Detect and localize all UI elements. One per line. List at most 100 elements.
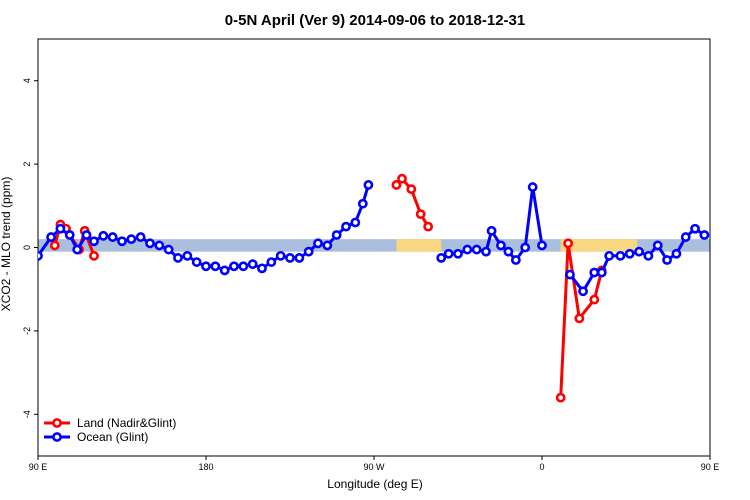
y-tick-label: 2	[22, 162, 32, 167]
ocean-data-point	[266, 257, 277, 267]
ocean-data-point	[331, 230, 342, 240]
ocean-data-point	[322, 240, 333, 251]
x-tick-label: 0	[539, 462, 544, 472]
highlight-band	[560, 239, 638, 252]
ocean-data-point	[163, 244, 174, 255]
ocean-data-point	[643, 250, 654, 261]
ocean-data-point	[589, 267, 600, 278]
ocean-data-point	[201, 261, 211, 272]
y-tick-label: 4	[22, 78, 32, 83]
ocean-data-point	[443, 248, 454, 259]
ocean-data-point	[55, 223, 66, 234]
ocean-data-point	[350, 217, 361, 228]
land-data-point	[729, 246, 736, 253]
ocean-data-point	[671, 248, 682, 259]
ocean-data-point	[436, 253, 447, 263]
x-axis-label: Longitude (deg E)	[327, 477, 422, 491]
ocean-data-point	[357, 198, 368, 209]
ocean-data-point	[154, 240, 165, 251]
land-data-point	[391, 180, 402, 190]
ocean-data-point	[537, 240, 547, 251]
ocean-data-point	[229, 261, 239, 272]
ocean-data-point	[285, 253, 295, 263]
land-data-point	[734, 221, 741, 228]
ocean-data-point	[496, 240, 506, 251]
y-tick-label: -2	[22, 327, 32, 335]
chart-title: 0-5N April (Ver 9) 2014-09-06 to 2018-12…	[225, 12, 525, 29]
plot-area: 90 E 180 90 W 0 90 E -4 -2 0 2 4 Land (Nadir&Glint…	[22, 38, 750, 472]
ocean-data-point	[486, 225, 497, 236]
ocean-data-point	[219, 265, 230, 276]
land-data-point	[589, 294, 600, 305]
ocean-data-point	[578, 286, 588, 297]
ocean-data-point	[191, 257, 202, 267]
ocean-data-point	[604, 250, 615, 261]
ocean-data-point	[527, 182, 538, 192]
ocean-data-point	[107, 232, 118, 242]
highlight-band	[396, 239, 442, 252]
ocean-data-point	[98, 230, 109, 241]
land-data-point	[563, 238, 574, 249]
ocean-data-point	[662, 255, 672, 265]
ocean-data-point	[690, 223, 700, 234]
x-tick-label: 90 W	[363, 462, 385, 472]
land-series-line	[732, 225, 750, 256]
ocean-data-point	[238, 261, 249, 272]
ocean-data-point	[503, 246, 514, 257]
land-data-point	[574, 313, 585, 324]
ocean-data-point	[471, 244, 482, 255]
ocean-data-point	[46, 232, 56, 242]
highlight-band	[731, 239, 748, 252]
ocean-data-point	[453, 248, 463, 259]
ocean-data-point	[117, 236, 127, 247]
ocean-data-point	[257, 263, 267, 274]
ocean-data-point	[462, 244, 473, 255]
land-data-point	[555, 392, 566, 403]
legend-ocean-label: Ocean (Glint)	[77, 430, 148, 444]
ocean-data-point	[38, 250, 43, 261]
y-tick-label: 0	[22, 245, 32, 250]
ocean-data-point	[126, 234, 137, 245]
ocean-data-point	[565, 269, 575, 280]
land-data-point	[415, 209, 426, 220]
ocean-data-point	[341, 221, 351, 232]
land-data-point	[406, 184, 417, 195]
ocean-data-point	[64, 230, 75, 240]
ocean-data-point	[89, 236, 99, 247]
ocean-data-point	[481, 246, 491, 257]
ocean-data-point	[520, 242, 531, 253]
ocean-data-point	[680, 232, 691, 242]
x-tick-label: 180	[198, 462, 213, 472]
x-tick-label: 90 E	[29, 462, 48, 472]
ocean-data-point	[363, 180, 374, 190]
legend-ocean-marker	[52, 432, 62, 442]
ocean-data-point	[173, 253, 183, 263]
ocean-data-point	[72, 244, 83, 255]
land-data-point	[397, 173, 407, 184]
ocean-data-point	[615, 250, 626, 261]
land-data-point	[89, 250, 99, 261]
ocean-data-point	[81, 230, 92, 240]
ocean-data-point	[145, 238, 155, 249]
ocean-data-point	[294, 253, 305, 263]
ocean-data-point	[247, 259, 258, 270]
legend-land-label: Land (Nadir&Glint)	[77, 416, 176, 430]
y-axis-label: XCO2 - MLO trend (ppm)	[0, 177, 13, 312]
ocean-data-point	[596, 267, 607, 278]
x-tick-label: 90 E	[701, 462, 720, 472]
ocean-data-point	[210, 261, 221, 272]
ocean-data-point	[182, 250, 193, 261]
ocean-data-point	[135, 232, 146, 242]
ocean-data-point	[313, 238, 323, 249]
y-tick-label: -4	[22, 410, 32, 418]
land-data-point	[423, 221, 434, 232]
ocean-data-point	[303, 246, 314, 257]
ocean-data-point	[634, 246, 644, 257]
ocean-data-point	[510, 255, 521, 265]
ocean-data-point	[699, 230, 710, 240]
legend-land-marker	[52, 418, 62, 428]
ocean-data-point	[275, 250, 286, 261]
land-data-point	[49, 240, 60, 251]
ocean-data-point	[624, 248, 635, 259]
